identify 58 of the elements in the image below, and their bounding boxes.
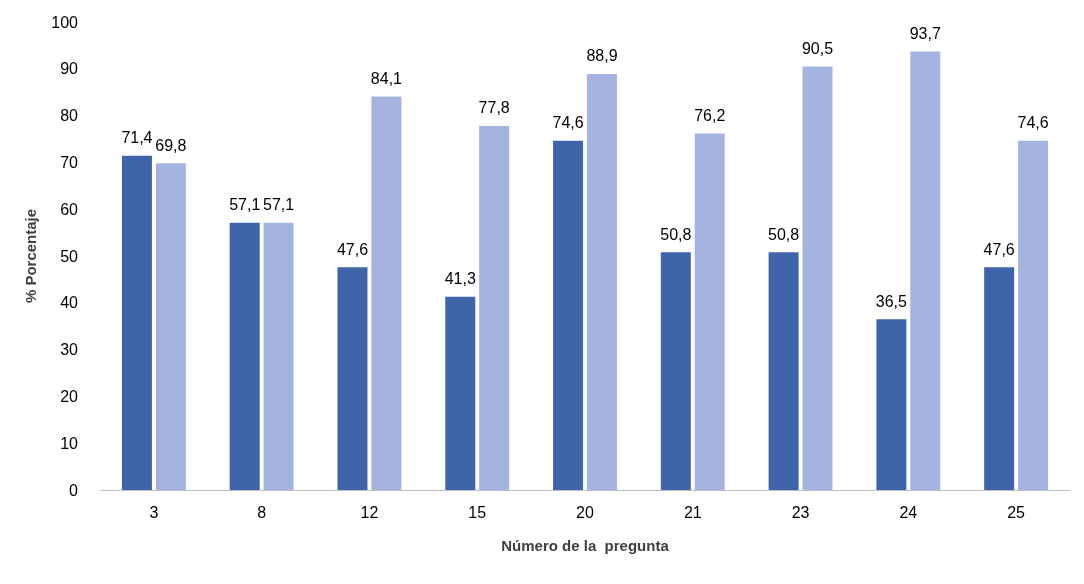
data-label: 74,6: [552, 114, 584, 132]
data-label: 69,8: [155, 136, 187, 154]
data-label: 57,1: [229, 196, 261, 214]
bar: [1018, 140, 1049, 490]
bar: [155, 163, 186, 490]
bar: [337, 267, 368, 490]
x-tick-label: 3: [149, 503, 159, 521]
y-tick-label: 20: [60, 387, 79, 405]
y-tick-label: 0: [69, 481, 79, 499]
data-label: 36,5: [875, 292, 908, 310]
data-label: 88,9: [586, 47, 618, 65]
bar: [479, 125, 510, 490]
bar: [445, 296, 476, 490]
bar: [371, 96, 402, 490]
y-tick-label: 100: [51, 13, 79, 31]
y-tick-label: 70: [60, 153, 79, 171]
x-axis-title: Número de la pregunta: [501, 537, 670, 554]
data-label: 47,6: [983, 240, 1015, 258]
y-tick-label: 80: [60, 107, 79, 125]
x-tick-label: 24: [899, 503, 918, 521]
y-tick-label: 10: [60, 434, 79, 452]
data-label: 57,1: [263, 196, 295, 214]
bar: [694, 133, 725, 490]
x-tick-label: 21: [683, 503, 702, 521]
bar: [586, 73, 617, 490]
x-tick-label: 8: [257, 503, 267, 521]
bar: [802, 66, 833, 490]
bar: [121, 155, 152, 490]
y-axis-title: % Porcentaje: [22, 208, 39, 304]
data-label: 50,8: [660, 225, 692, 243]
bar: [229, 222, 260, 490]
data-label: 90,5: [801, 39, 834, 57]
data-label: 41,3: [444, 270, 476, 288]
bar: [263, 222, 294, 490]
data-label: 50,8: [768, 225, 800, 243]
bar: [660, 252, 691, 490]
data-label: 84,1: [370, 69, 403, 87]
y-tick-label: 50: [60, 247, 79, 265]
y-tick-label: 90: [60, 60, 79, 78]
x-tick-label: 20: [576, 503, 594, 521]
x-tick-label: 12: [360, 503, 379, 521]
bar: [768, 252, 799, 490]
data-label: 76,2: [694, 106, 726, 124]
y-tick-label: 30: [60, 341, 79, 359]
y-tick-label: 60: [60, 200, 79, 218]
x-tick-label: 25: [1007, 503, 1026, 521]
data-label: 77,8: [478, 99, 510, 117]
data-label: 71,4: [121, 129, 153, 147]
bar: [984, 267, 1015, 490]
data-label: 47,6: [336, 240, 369, 258]
data-label: 74,6: [1017, 114, 1049, 132]
x-tick-label: 23: [791, 503, 810, 521]
bar: [553, 140, 584, 490]
bar: [910, 51, 941, 490]
bar: [876, 319, 907, 490]
data-label: 93,7: [909, 24, 941, 42]
x-tick-label: 15: [468, 503, 487, 521]
y-tick-label: 40: [60, 294, 79, 312]
